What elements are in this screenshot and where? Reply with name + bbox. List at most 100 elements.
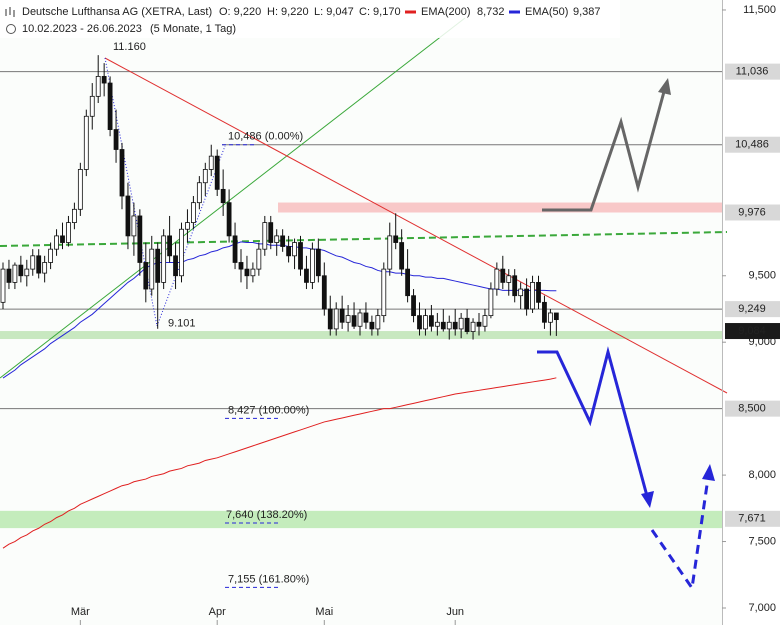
candle-body [12,264,18,283]
candle-body [95,76,101,97]
candle-body [0,268,6,303]
candle-body [357,312,363,327]
candle-body [506,275,512,283]
candle-body [369,321,375,330]
level-label: 9,084 [738,325,766,337]
candle-body [137,215,143,263]
level-label: 10,486 [735,139,769,151]
candle-body [339,308,345,323]
candle-body [6,268,12,283]
candle-body [119,149,125,197]
arrow-head [658,78,671,95]
candle-body [399,242,405,270]
candle-body [238,262,244,270]
candle-body [470,321,476,332]
candle-body [190,202,196,223]
candle-body [440,321,446,330]
clock-icon [6,24,16,34]
axis: 11,500 9,500 9,000 8,000 7,500 7,000 11,036 10,… [71,4,780,625]
candle-body [226,202,232,237]
annotation: 10,486 (0.00%) [228,131,303,143]
candle-body [185,222,190,230]
candle-body [530,281,535,310]
candle-body [482,315,488,327]
candle-body [488,288,494,317]
candle-body [405,268,411,297]
candle-body [54,235,59,250]
candle-body [232,235,238,263]
x-tick-label: Mär [71,606,90,618]
y-tick-label: 11,500 [743,4,776,16]
level-box [725,510,780,527]
scenario-arrow [537,346,649,497]
candle-body [179,228,184,277]
candle-body [333,308,339,330]
header-low: L: 9,047 [314,6,354,18]
candle-body [292,242,297,257]
candle-body [125,195,131,237]
candle-body [524,288,529,310]
level-box [725,136,780,153]
candle-body [262,222,268,250]
candles [0,55,559,340]
candle-body [36,255,42,274]
candle-body [417,315,422,330]
level-box [725,301,780,318]
candle-body [77,169,83,210]
candle-body [363,312,369,323]
annotation: 7,155 (161.80%) [228,573,309,585]
candle-body [196,182,202,204]
candle-body [48,248,53,263]
annotation: 9.101 [168,318,196,330]
candle-body [321,275,327,310]
candle-body [101,76,107,84]
level-label: 11,036 [736,66,769,78]
level-zone [0,331,722,340]
candle-body [500,268,506,283]
candle-body [24,268,30,277]
y-tick-label: 8,000 [748,469,776,481]
candle-body [155,248,161,283]
candle-body [393,235,399,243]
candle-body [268,222,274,243]
candle-body [214,155,220,190]
level-label: 9,976 [738,206,766,218]
candle-body [345,315,351,323]
candle-body [202,169,208,184]
level-label: 7,671 [738,513,766,525]
x-tick-label: Jun [446,606,464,618]
header-high: H: 9,220 [267,6,309,18]
legend: EMA(200) 8,732 EMA(50) 9,387 [405,6,601,18]
level-box [725,204,780,221]
candle-body [542,301,547,323]
candle-body [464,317,470,332]
y-tick-label: 9,500 [748,270,776,282]
annotation: 7,640 (138.20%) [226,509,307,521]
annotation: 8,427 (100.00%) [228,404,309,416]
candle-body [42,262,48,274]
candle-body [434,321,440,327]
ema-line [2,241,557,379]
candle-body [167,235,173,257]
y-tick-label: 7,500 [748,535,776,547]
candle-body [298,242,303,270]
candle-body [72,208,77,223]
level-box [725,323,780,340]
scenario-arrow [542,87,667,212]
arrow-head [702,464,715,481]
candle-body [280,235,286,247]
candle-body [309,248,315,283]
candle-body [244,268,250,277]
candle-body [286,246,292,257]
candle-body [274,235,280,243]
candle-body [553,312,559,321]
candle-body [428,315,434,327]
candle-body [83,115,89,170]
series [2,241,557,549]
legend-value: 9,387 [573,6,601,18]
x-tick-label: Apr [209,606,226,618]
ema-line [2,377,557,549]
candle-body [208,155,214,170]
candle-body [512,275,518,297]
